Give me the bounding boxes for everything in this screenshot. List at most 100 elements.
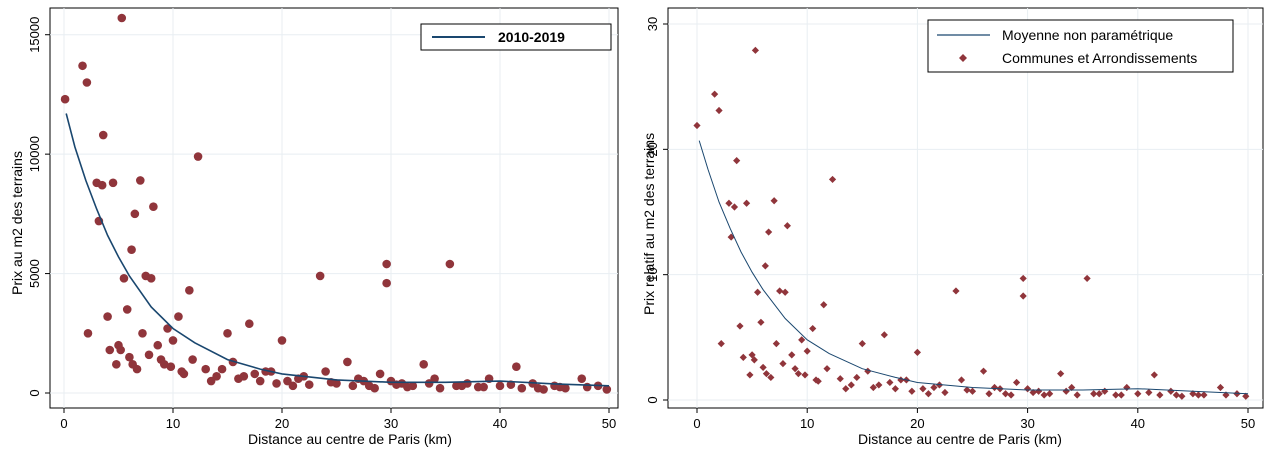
right-point-48 <box>957 376 966 384</box>
right-ytick-label-1: 10 <box>645 267 660 281</box>
right-point-85 <box>875 381 883 389</box>
left-point-23 <box>146 274 156 283</box>
right-ytick-label-2: 20 <box>645 142 660 156</box>
right-point-50 <box>979 367 988 375</box>
left-point-9 <box>105 345 115 355</box>
right-point-66 <box>1134 390 1142 398</box>
right-point-96 <box>1062 387 1070 395</box>
left-point-43 <box>277 336 287 345</box>
left-point-27 <box>159 360 169 369</box>
right-point-15 <box>757 318 765 326</box>
left-point-61 <box>445 259 455 269</box>
right-point-19 <box>767 373 775 382</box>
right-point-84 <box>853 373 861 382</box>
left-point-80 <box>166 362 176 372</box>
left-point-98 <box>457 381 467 391</box>
right-point-25 <box>788 351 796 359</box>
right-point-98 <box>1095 390 1103 398</box>
right-ytick-label-0: 0 <box>645 396 660 403</box>
right-point-53 <box>1012 378 1021 387</box>
left-x-axis-label: Distance au centre de Paris (km) <box>248 431 452 447</box>
right-point-65 <box>1123 383 1131 392</box>
left-point-96 <box>424 379 434 388</box>
left-point-67 <box>512 362 521 372</box>
left-point-14 <box>119 274 129 283</box>
right-point-71 <box>1189 390 1197 398</box>
right-point-102 <box>1194 391 1203 399</box>
right-point-26 <box>791 365 799 373</box>
right-point-29 <box>803 347 811 355</box>
right-point-72 <box>1200 391 1208 399</box>
left-point-16 <box>125 352 134 362</box>
right-point-87 <box>908 387 916 395</box>
right-point-78 <box>762 370 771 378</box>
right-point-54 <box>1019 274 1027 283</box>
right-point-9 <box>739 353 747 361</box>
right-point-36 <box>858 340 866 348</box>
right-point-40 <box>886 378 894 387</box>
left-point-45 <box>288 381 298 391</box>
right-point-59 <box>1057 370 1065 378</box>
right-point-30 <box>809 324 817 333</box>
left-point-99 <box>479 382 488 392</box>
right-point-24 <box>783 222 791 230</box>
left-point-41 <box>255 376 265 386</box>
right-point-90 <box>963 386 971 394</box>
right-marks <box>693 46 1250 400</box>
right-point-10 <box>742 199 751 207</box>
left-point-10 <box>108 178 118 188</box>
left-point-2 <box>82 78 92 87</box>
left-point-78 <box>128 360 137 369</box>
right-point-67 <box>1150 371 1158 379</box>
right-point-57 <box>1035 387 1043 395</box>
left-point-7 <box>98 130 108 140</box>
left-point-74 <box>582 382 592 392</box>
right-point-75 <box>1233 390 1241 398</box>
left-point-25 <box>153 340 163 350</box>
left-point-40 <box>250 369 260 379</box>
right-legend-box <box>927 19 1234 73</box>
left-ytick-label-1: 5000 <box>27 259 42 288</box>
left-point-3 <box>83 328 93 338</box>
right-point-8 <box>736 322 744 330</box>
left-point-1 <box>78 61 87 71</box>
right-point-11 <box>746 371 754 379</box>
right-point-62 <box>1090 390 1098 398</box>
right-chart: 0 10 20 30 0 10 20 30 40 50 Distance au centre de… <box>641 7 1264 447</box>
right-y-axis-label: Prix relatif au m2 des terrains <box>641 133 657 315</box>
right-xtick-label-4: 40 <box>1131 416 1145 431</box>
right-point-73 <box>1216 383 1225 392</box>
right-point-95 <box>1040 391 1048 399</box>
right-point-39 <box>880 331 888 339</box>
left-point-81 <box>177 367 187 376</box>
right-point-74 <box>1222 391 1230 399</box>
left-point-89 <box>304 380 314 389</box>
right-point-35 <box>847 381 855 389</box>
right-point-91 <box>985 390 993 398</box>
right-point-101 <box>1172 391 1180 399</box>
right-point-64 <box>1112 391 1120 399</box>
left-point-93 <box>370 383 379 393</box>
right-point-79 <box>779 360 787 368</box>
left-fit-line <box>65 113 610 387</box>
right-xtick-label-2: 20 <box>910 416 924 431</box>
left-xtick-label-2: 20 <box>275 416 289 431</box>
right-plot-area <box>667 7 1264 409</box>
right-point-33 <box>828 175 837 184</box>
right-x-axis-label: Distance au centre de Paris (km) <box>858 431 1062 447</box>
left-point-33 <box>193 152 203 161</box>
left-point-59 <box>419 360 429 369</box>
left-point-66 <box>495 381 505 391</box>
right-point-7 <box>733 157 741 165</box>
right-point-12 <box>748 351 756 359</box>
right-point-52 <box>1001 390 1010 398</box>
left-point-30 <box>174 312 183 321</box>
right-point-63 <box>1101 387 1109 395</box>
left-point-87 <box>272 379 281 388</box>
right-point-60 <box>1068 383 1076 392</box>
right-point-0 <box>693 121 701 130</box>
left-point-85 <box>239 371 249 381</box>
right-point-44 <box>919 385 927 393</box>
left-point-48 <box>321 367 330 376</box>
left-point-76 <box>602 385 612 394</box>
